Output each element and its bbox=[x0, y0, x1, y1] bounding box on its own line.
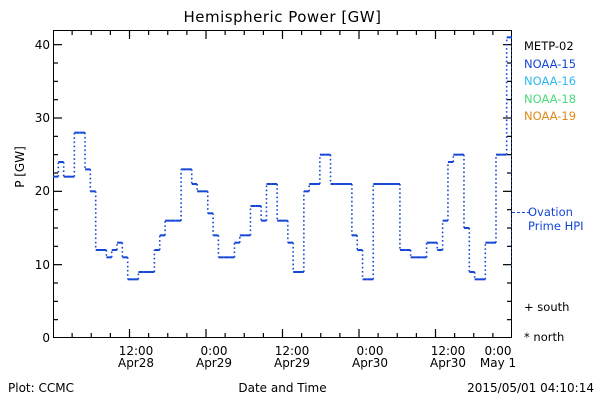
y-tick-label: 40 bbox=[34, 37, 50, 52]
ovation-note-line2: Prime HPI bbox=[528, 219, 584, 233]
marker-note-south: + south bbox=[524, 300, 569, 314]
plot-source-credit: Plot: CCMC bbox=[8, 381, 74, 395]
x-tick-label: 0:00 May 1 bbox=[479, 344, 517, 370]
legend-entry-noaa-19: NOAA-19 bbox=[524, 109, 577, 123]
x-tick-label: 12:00 Apr28 bbox=[117, 344, 155, 370]
legend-entry-metp-02: METP-02 bbox=[524, 39, 574, 53]
marker-label-north: north bbox=[533, 330, 565, 344]
legend-entry-noaa-15: NOAA-15 bbox=[524, 56, 577, 71]
y-tick-label: 30 bbox=[34, 111, 50, 125]
plot-timestamp: 2015/05/01 04:10:14 bbox=[467, 381, 594, 395]
y-tick-label: 10 bbox=[34, 257, 50, 272]
legend: METP-02 NOAA-15 NOAA-16 NOAA-18 NOAA-19 bbox=[524, 38, 576, 126]
page-title: Hemispheric Power [GW] bbox=[183, 8, 382, 26]
ovation-line-swatch bbox=[512, 212, 530, 213]
plus-marker-icon: + bbox=[524, 300, 534, 314]
data-series-noaa-15 bbox=[53, 36, 512, 281]
ovation-prime-hpi-note: Ovation Prime HPI bbox=[528, 205, 584, 233]
marker-note-north: * north bbox=[524, 330, 564, 344]
y-axis-tick-labels: 0 10 20 30 40 bbox=[10, 0, 50, 400]
plot-frame bbox=[53, 30, 512, 338]
x-tick-label: 0:00 Apr30 bbox=[351, 344, 389, 370]
legend-entry-noaa-16: NOAA-16 bbox=[524, 74, 577, 88]
y-tick-label: 0 bbox=[42, 331, 50, 345]
x-axis-label: Date and Time bbox=[238, 381, 327, 395]
marker-label-south: south bbox=[537, 300, 570, 314]
ovation-note-line1: Ovation bbox=[528, 205, 573, 219]
data-series-group bbox=[53, 36, 512, 281]
x-tick-label: 0:00 Apr29 bbox=[195, 344, 233, 370]
plot-canvas bbox=[53, 30, 512, 338]
legend-entry-noaa-18: NOAA-18 bbox=[524, 91, 577, 106]
axis-ticks bbox=[53, 30, 512, 338]
star-marker-icon: * bbox=[524, 330, 530, 344]
y-axis-label: P [GW] bbox=[13, 146, 27, 188]
x-tick-label: 12:00 Apr30 bbox=[429, 344, 467, 370]
y-tick-label: 20 bbox=[34, 184, 50, 199]
x-tick-label: 12:00 Apr29 bbox=[273, 344, 311, 370]
